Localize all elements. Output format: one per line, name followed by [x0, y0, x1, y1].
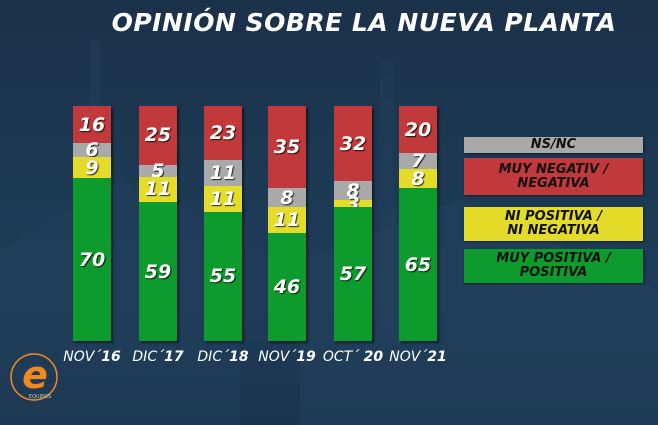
data-label: 46 — [273, 275, 301, 298]
data-label: 25 — [144, 124, 172, 147]
data-label: 11 — [209, 187, 237, 210]
x-axis-label: DIC´17 — [132, 349, 184, 365]
bar-segment: 25 — [139, 106, 177, 165]
x-axis-label: NOV´16 — [63, 349, 121, 365]
data-label: 11 — [273, 208, 301, 231]
bar-segment: 20 — [399, 106, 437, 153]
data-label: 16 — [78, 113, 106, 136]
data-label: 7 — [411, 150, 425, 173]
bar-0: 16 6 9 70 — [73, 106, 111, 341]
chart-title: OPINIÓN SOBRE LA NUEVA PLANTA — [111, 8, 617, 37]
svg-text:e: e — [22, 353, 48, 397]
bar-segment: 32 — [334, 106, 372, 182]
x-axis-label: NOV´21 — [389, 349, 447, 365]
x-axis-label: DIC´18 — [197, 349, 249, 365]
legend-item-positive: MUY POSITIVA / POSITIVA — [464, 249, 643, 283]
data-label: 65 — [404, 253, 432, 276]
data-label: 20 — [404, 118, 432, 141]
data-label: 5 — [151, 159, 165, 182]
x-axis-label: NOV´19 — [258, 349, 316, 365]
data-label: 6 — [85, 139, 99, 162]
legend-label: MUY NEGATIV / NEGATIVA — [498, 161, 609, 191]
data-label: 8 — [346, 179, 360, 202]
bar-segment: 57 — [334, 207, 372, 341]
bar-segment: 11 — [268, 207, 306, 233]
bar-3: 35 8 11 46 — [268, 106, 306, 341]
data-label: 32 — [339, 132, 367, 155]
legend-item-neutral: NI POSITIVA / NI NEGATIVA — [464, 207, 643, 241]
data-label: 8 — [280, 186, 294, 209]
bar-segment: 55 — [204, 211, 242, 341]
bar-4: 32 8 3 57 — [334, 106, 372, 341]
bar-segment: 35 — [268, 106, 306, 189]
bar-segment: 9 — [73, 156, 111, 179]
data-label: 55 — [209, 265, 237, 288]
legend-item-nsnc: NS/NC — [464, 137, 643, 153]
bar-2: 23 11 11 55 — [204, 106, 242, 341]
data-label: 11 — [144, 178, 172, 201]
bar-segment: 46 — [268, 232, 306, 341]
bar-1: 25 5 11 59 — [139, 106, 177, 341]
bar-segment: 59 — [139, 202, 177, 341]
bar-segment: 8 — [399, 167, 437, 190]
bar-segment: 23 — [204, 106, 242, 161]
svg-text:EQUIPOS: EQUIPOS — [29, 394, 51, 400]
bar-segment: 8 — [334, 179, 372, 202]
legend-item-negative: MUY NEGATIV / NEGATIVA — [464, 158, 643, 195]
bar-segment: 5 — [139, 160, 177, 182]
bar-segment: 6 — [73, 139, 111, 161]
data-label: 59 — [144, 260, 172, 283]
bar-segment: 7 — [399, 150, 437, 173]
legend-label: MUY POSITIVA / POSITIVA — [496, 251, 611, 280]
bar-segment: 11 — [204, 160, 242, 186]
data-label: 35 — [273, 136, 301, 159]
data-label: 11 — [209, 161, 237, 184]
bar-5: 20 7 8 65 — [399, 106, 437, 341]
x-axis-label: OCT´ 20 — [322, 349, 384, 365]
equipos-logo: e EQUIPOS — [10, 353, 58, 401]
bar-segment: 70 — [73, 178, 111, 341]
data-label: 9 — [85, 156, 99, 179]
bar-segment: 11 — [204, 185, 242, 212]
bar-segment: 65 — [399, 188, 437, 341]
bar-segment: 11 — [139, 176, 177, 203]
data-label: 8 — [411, 167, 425, 190]
bar-segment: 8 — [268, 186, 306, 209]
data-label: 57 — [339, 263, 367, 285]
bar-segment: 16 — [73, 106, 111, 144]
legend-label: NS/NC — [530, 137, 577, 152]
data-label: 23 — [209, 122, 237, 145]
legend-label: NI POSITIVA / NI NEGATIVA — [504, 209, 603, 238]
bar-segment: 3 — [334, 193, 372, 215]
data-label: 70 — [78, 248, 106, 271]
